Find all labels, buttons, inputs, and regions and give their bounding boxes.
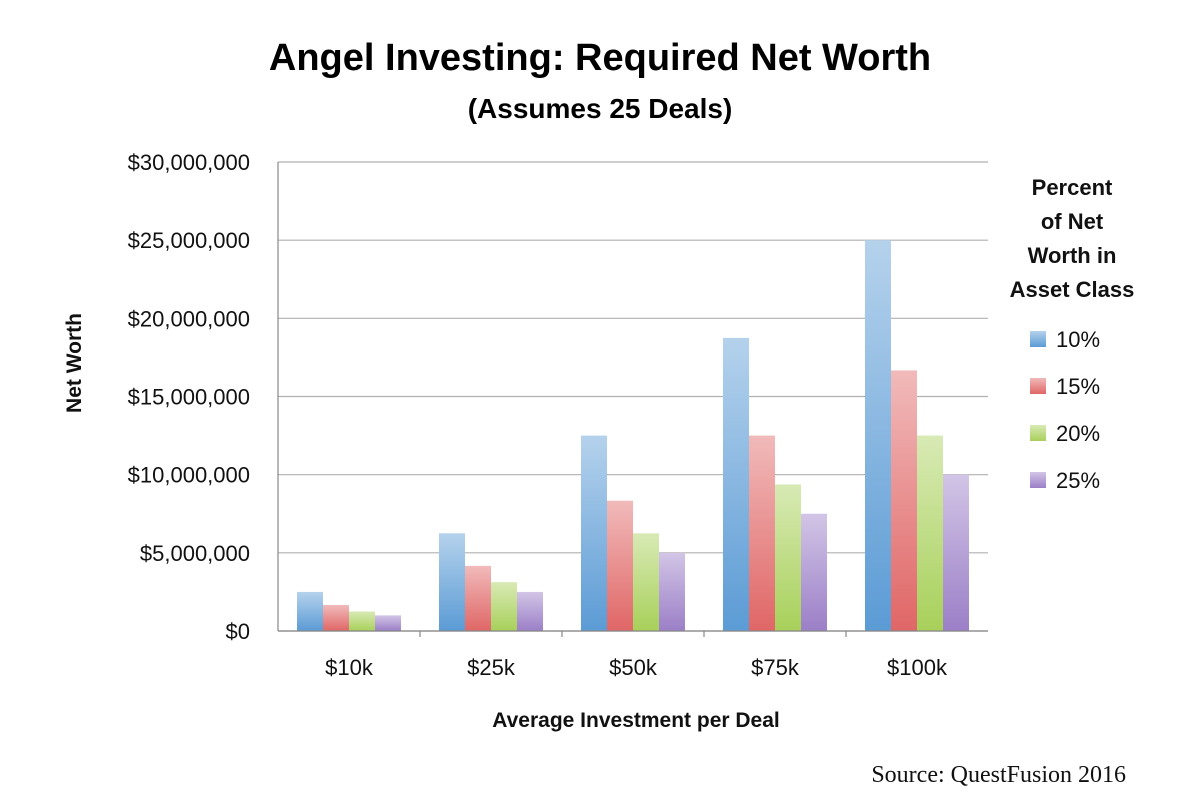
legend: Percent of Net Worth in Asset Class 10% 15% 20… <box>1010 175 1135 493</box>
x-tick-label: $75k <box>751 655 800 680</box>
gridlines <box>278 161 988 632</box>
y-tick-label: $25,000,000 <box>128 228 250 253</box>
bar-15pct-75k <box>749 435 775 631</box>
x-axis-label: Average Investment per Deal <box>492 709 780 732</box>
bar-25pct-25k <box>517 591 543 631</box>
bar-10pct-25k <box>439 533 465 631</box>
bar-10pct-75k <box>723 337 749 631</box>
bar-25pct-75k <box>801 513 827 631</box>
legend-swatch <box>1030 472 1046 488</box>
legend-swatch <box>1030 425 1046 441</box>
bar-20pct-100k <box>917 435 943 631</box>
bar-15pct-10k <box>323 604 349 631</box>
legend-label: 20% <box>1056 421 1100 446</box>
x-tick-label: $50k <box>609 655 658 680</box>
chart-title: Angel Investing: Required Net Worth <box>269 37 931 79</box>
chart-subtitle: (Assumes 25 Deals) <box>468 93 733 124</box>
y-tick-label: $5,000,000 <box>140 541 250 566</box>
bar-20pct-50k <box>633 533 659 631</box>
bar-25pct-10k <box>375 615 401 631</box>
legend-title-line: Percent <box>1032 175 1113 200</box>
bar-25pct-100k <box>943 474 969 631</box>
x-axis-ticks: $10k $25k $50k $75k $100k <box>325 655 948 680</box>
y-tick-label: $0 <box>226 619 250 644</box>
y-axis-ticks: $0 $5,000,000 $10,000,000 $15,000,000 $20,00… <box>128 150 250 644</box>
legend-title-line: of Net <box>1041 209 1104 234</box>
y-axis-label: Net Worth <box>63 313 86 413</box>
bar-20pct-10k <box>349 611 375 631</box>
x-tick-label: $10k <box>325 655 374 680</box>
legend-title-line: Worth in <box>1028 243 1117 268</box>
bar-10pct-100k <box>865 240 891 631</box>
y-tick-label: $10,000,000 <box>128 463 250 488</box>
bar-20pct-75k <box>775 484 801 631</box>
bar-25pct-50k <box>659 552 685 631</box>
legend-swatch <box>1030 378 1046 394</box>
bar-10pct-50k <box>581 435 607 631</box>
legend-label: 10% <box>1056 327 1100 352</box>
axes <box>277 162 988 637</box>
legend-label: 15% <box>1056 374 1100 399</box>
bar-15pct-25k <box>465 565 491 631</box>
legend-swatch <box>1030 331 1046 347</box>
legend-label: 25% <box>1056 468 1100 493</box>
y-tick-label: $15,000,000 <box>128 385 250 410</box>
source-note: Source: QuestFusion 2016 <box>871 762 1126 788</box>
x-tick-label: $100k <box>887 655 948 680</box>
bar-20pct-25k <box>491 582 517 631</box>
y-tick-label: $30,000,000 <box>128 150 250 175</box>
y-tick-label: $20,000,000 <box>128 306 250 331</box>
bar-15pct-50k <box>607 500 633 631</box>
legend-title-line: Asset Class <box>1010 277 1135 302</box>
bar-15pct-100k <box>891 370 917 631</box>
bar-10pct-10k <box>297 591 323 631</box>
bars <box>297 240 969 631</box>
x-tick-label: $25k <box>467 655 516 680</box>
